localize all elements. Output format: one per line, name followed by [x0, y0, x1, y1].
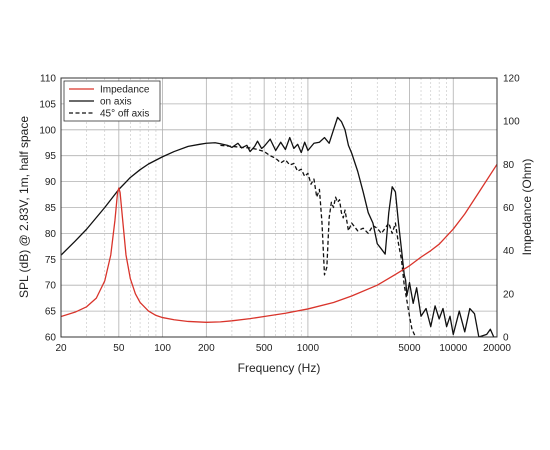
right-y-tick-labels: 0 20 40 60 80 100 120 [503, 74, 520, 344]
series-line-on-axis [61, 116, 497, 337]
x-axis-title: Frequency (Hz) [238, 361, 321, 375]
legend: Impedance on axis 45° off axis [63, 80, 161, 122]
right-y-tick-label: 120 [503, 74, 520, 85]
x-tick-labels: 20 50 100 200 500 1000 5000 10000 20000 [55, 343, 511, 354]
legend-label-off-axis: 45° off axis [100, 109, 149, 120]
legend-label-impedance: Impedance [100, 85, 150, 96]
right-y-tick-label: 80 [503, 160, 515, 171]
x-tick-label: 5000 [398, 343, 421, 354]
right-y-tick-label: 20 [503, 289, 515, 300]
x-tick-label: 20000 [483, 343, 511, 354]
left-y-tick-label: 110 [40, 74, 56, 85]
x-tick-label: 20 [55, 343, 67, 354]
left-y-tick-label: 95 [45, 151, 57, 162]
right-y-axis-title: Impedance (Ohm) [520, 159, 534, 256]
left-y-axis-title: SPL (dB) @ 2.83V, 1m, half space [17, 116, 31, 298]
left-y-tick-label: 65 [45, 307, 57, 318]
left-y-tick-label: 75 [45, 255, 57, 266]
right-y-tick-label: 100 [503, 117, 520, 128]
series-line-impedance [61, 163, 497, 323]
x-tick-label: 50 [113, 343, 125, 354]
legend-label-on-axis: on axis [100, 97, 132, 108]
x-tick-label: 1000 [297, 343, 320, 354]
x-tick-label: 100 [154, 343, 171, 354]
x-tick-label: 500 [256, 343, 273, 354]
x-tick-label: 10000 [439, 343, 467, 354]
plot-frame [60, 77, 498, 338]
left-y-tick-label: 85 [45, 203, 57, 214]
left-y-tick-labels: 60 65 70 75 80 85 90 95 100 105 110 [39, 74, 56, 344]
right-y-tick-label: 0 [503, 333, 509, 344]
left-y-tick-label: 60 [45, 333, 57, 344]
series-line-45-off-axis [220, 144, 417, 337]
left-y-tick-label: 80 [45, 229, 57, 240]
left-y-tick-label: 70 [45, 281, 57, 292]
left-y-tick-label: 100 [39, 125, 56, 136]
series-layer [61, 116, 497, 337]
right-y-tick-label: 60 [503, 203, 515, 214]
left-y-tick-label: 105 [39, 99, 56, 110]
left-y-tick-label: 90 [45, 177, 57, 188]
right-y-tick-label: 40 [503, 246, 515, 257]
x-tick-label: 200 [198, 343, 215, 354]
